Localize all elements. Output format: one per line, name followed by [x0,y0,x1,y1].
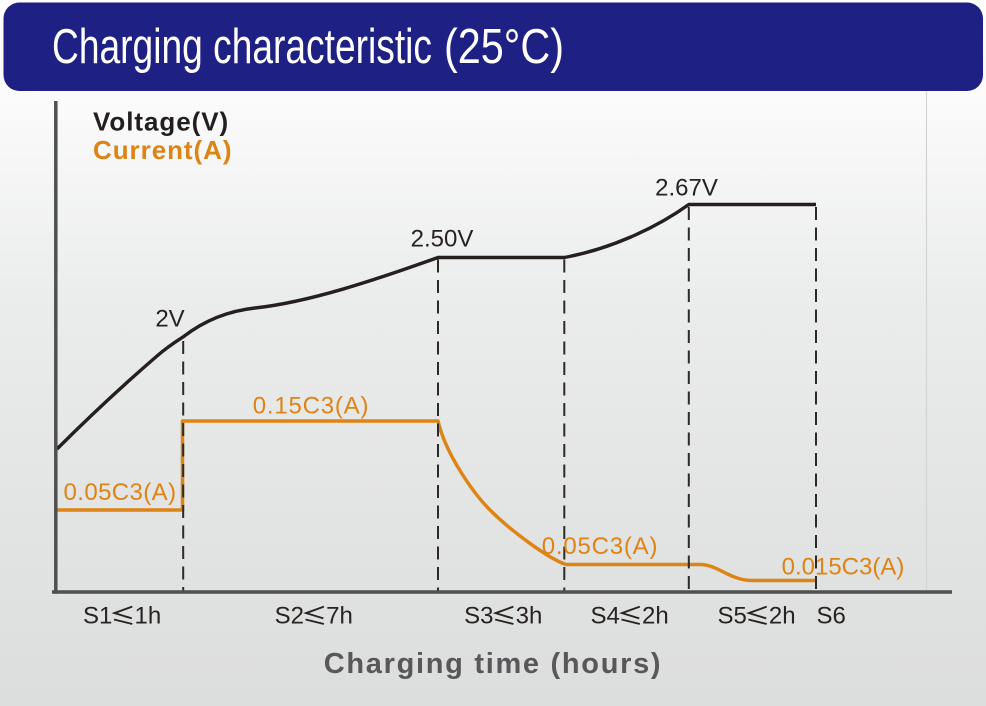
svg-text:S4: S4 [591,602,620,629]
svg-text:Current(A): Current(A) [93,135,233,165]
svg-text:Voltage(V): Voltage(V) [93,106,229,136]
svg-text:S6: S6 [817,602,846,629]
svg-text:S2: S2 [275,602,304,629]
svg-text:S3: S3 [464,602,493,629]
svg-text:1h: 1h [135,602,162,629]
svg-text:0.05C3(A): 0.05C3(A) [542,533,659,560]
svg-text:2V: 2V [155,305,184,332]
svg-text:(25°C): (25°C) [444,20,564,74]
svg-text:2.67V: 2.67V [655,175,718,202]
svg-text:S5: S5 [717,602,746,629]
svg-text:2h: 2h [642,602,669,629]
svg-text:S1: S1 [83,602,112,629]
svg-text:0.015C3(A): 0.015C3(A) [782,553,905,580]
svg-text:3h: 3h [516,602,543,629]
svg-text:7h: 7h [326,602,353,629]
svg-text:2.50V: 2.50V [411,225,474,252]
svg-text:2h: 2h [769,602,796,629]
svg-text:0.15C3(A): 0.15C3(A) [253,392,370,419]
svg-text:Charging time (hours): Charging time (hours) [324,648,663,680]
svg-text:0.05C3(A): 0.05C3(A) [64,479,177,506]
svg-text:Charging characteristic: Charging characteristic [52,20,432,74]
